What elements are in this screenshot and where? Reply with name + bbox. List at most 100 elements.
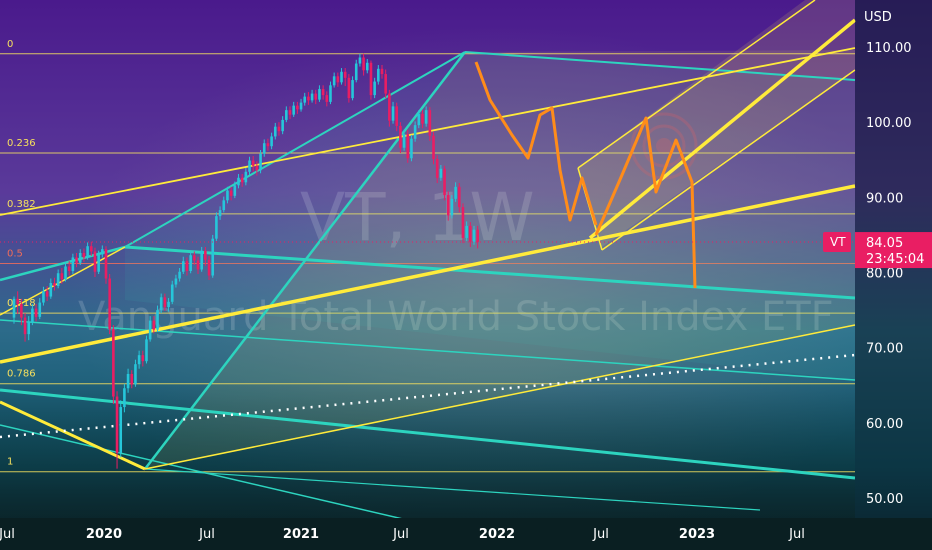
candle-body bbox=[259, 153, 262, 171]
candle-body bbox=[71, 257, 75, 271]
candle-body bbox=[321, 89, 325, 96]
candle-body bbox=[174, 278, 178, 285]
candle-body bbox=[365, 62, 369, 71]
candle-body bbox=[75, 257, 78, 263]
candle-body bbox=[347, 77, 351, 99]
candle-body bbox=[226, 190, 229, 201]
candle-body bbox=[373, 81, 376, 96]
candle-body bbox=[49, 283, 53, 297]
time-tick: Jul bbox=[592, 527, 609, 542]
candle-body bbox=[170, 284, 174, 302]
fib-label: 1 bbox=[7, 457, 13, 468]
candle-body bbox=[27, 322, 31, 335]
candle-body bbox=[439, 168, 443, 178]
time-tick: Jul bbox=[392, 527, 409, 542]
price-tick: 80.00 bbox=[866, 267, 903, 282]
candle-body bbox=[432, 135, 435, 159]
last-price-value: 84.05 bbox=[866, 236, 903, 251]
candle-body bbox=[332, 76, 336, 86]
candle-body bbox=[45, 291, 49, 297]
teal-line-g bbox=[0, 388, 856, 480]
candle-body bbox=[130, 373, 134, 385]
time-tick: Jul bbox=[788, 527, 805, 542]
time-tick: Jul bbox=[198, 527, 215, 542]
candle-body bbox=[318, 89, 321, 100]
candle-body bbox=[89, 246, 93, 252]
time-tick: 2022 bbox=[479, 527, 515, 542]
teal-line-b bbox=[124, 245, 856, 300]
last-price-box bbox=[855, 232, 932, 269]
time-axis-bg[interactable] bbox=[0, 518, 932, 550]
yellow-channel-bottom bbox=[601, 69, 856, 251]
time-tick: 2023 bbox=[679, 527, 715, 542]
candle-body bbox=[299, 102, 303, 110]
teal-line-a bbox=[0, 245, 126, 282]
candle-body bbox=[421, 113, 424, 124]
candle-body bbox=[215, 216, 218, 239]
candle-body bbox=[137, 355, 141, 365]
candle-body bbox=[406, 134, 410, 159]
price-tick: 90.00 bbox=[866, 191, 903, 206]
candle-body bbox=[156, 310, 159, 330]
candle-body bbox=[461, 207, 465, 238]
candle-body bbox=[204, 250, 207, 260]
candle-body bbox=[112, 328, 115, 397]
yellow-channel-top bbox=[577, 0, 816, 169]
candle-body bbox=[240, 177, 244, 183]
price-ticks: 110.00 100.00 90.00 70.00 60.00 50.00 80.00 bbox=[866, 41, 912, 507]
candle-body bbox=[288, 110, 292, 115]
candle-body bbox=[200, 250, 203, 270]
candle-body bbox=[310, 93, 314, 101]
candle-body bbox=[126, 373, 130, 389]
candle-body bbox=[67, 266, 71, 271]
price-tick: 100.00 bbox=[866, 116, 912, 131]
projection bbox=[474, 61, 697, 289]
candle-body bbox=[273, 126, 277, 137]
fib-label: 0.236 bbox=[7, 138, 36, 149]
price-tick: 60.00 bbox=[866, 417, 903, 432]
candle-body bbox=[296, 105, 299, 110]
candle-body bbox=[395, 106, 399, 126]
candle-body bbox=[469, 225, 472, 242]
candle-body bbox=[391, 106, 395, 121]
yellow-line-c bbox=[144, 324, 856, 470]
orange-path-forecast bbox=[594, 116, 697, 289]
candle-body bbox=[380, 68, 384, 75]
candle-body bbox=[446, 195, 450, 216]
last-price-countdown: 23:45:04 bbox=[866, 252, 924, 267]
time-tick: 2020 bbox=[86, 527, 122, 542]
candle-body bbox=[285, 110, 288, 120]
yellow-line-d bbox=[0, 400, 146, 471]
candle-body bbox=[255, 165, 259, 171]
teal-line-i bbox=[144, 468, 761, 511]
candle-body bbox=[78, 252, 82, 263]
candle-body bbox=[424, 110, 428, 124]
candle-body bbox=[388, 93, 391, 121]
candle-body bbox=[237, 177, 240, 186]
candle-body bbox=[104, 249, 108, 279]
candle-body bbox=[82, 252, 86, 258]
candle-body bbox=[307, 96, 310, 101]
candle-body bbox=[454, 186, 457, 199]
candle-body bbox=[145, 339, 148, 362]
candle-body bbox=[402, 134, 406, 148]
candle-body bbox=[34, 308, 38, 317]
candle-body bbox=[476, 229, 479, 243]
candle-body bbox=[369, 62, 373, 96]
candle-body bbox=[218, 210, 222, 217]
candle-body bbox=[222, 200, 226, 211]
candle-body bbox=[314, 93, 318, 100]
candle-body bbox=[233, 185, 237, 196]
teal-line-d bbox=[144, 51, 466, 470]
candle-body bbox=[251, 160, 255, 166]
candle-body bbox=[377, 68, 380, 82]
candle-body bbox=[119, 407, 123, 453]
fib-label: 0 bbox=[7, 39, 13, 50]
candle-body bbox=[413, 125, 417, 139]
candle-body bbox=[472, 229, 476, 242]
candle-body bbox=[189, 255, 192, 271]
yellow-line-a bbox=[0, 184, 856, 364]
candle-body bbox=[229, 190, 233, 196]
candle-body bbox=[211, 238, 215, 276]
